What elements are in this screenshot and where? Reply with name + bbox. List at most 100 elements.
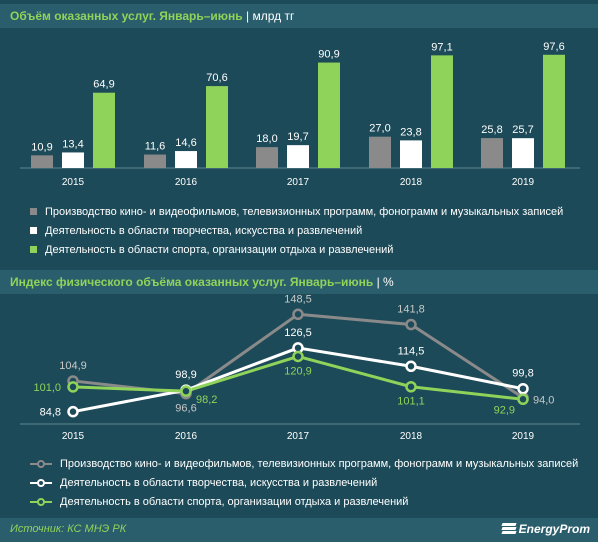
data-point	[405, 318, 417, 331]
data-point	[517, 382, 529, 395]
bar-value-label: 97,1	[431, 41, 452, 53]
bar-value-label: 90,9	[318, 49, 339, 61]
point-value-label: 98,2	[196, 394, 217, 406]
bar	[318, 62, 340, 168]
legend-swatch	[30, 246, 37, 253]
bar-value-label: 19,7	[287, 131, 308, 143]
bar	[93, 92, 115, 168]
point-value-label: 92,9	[494, 404, 515, 416]
legend-item: Деятельность в области спорта, организац…	[30, 492, 578, 511]
point-value-label: 98,9	[175, 369, 196, 381]
point-value-label: 84,8	[40, 407, 61, 419]
point-value-label: 101,0	[33, 382, 61, 394]
line-chart-legend: Производство кино- и видеофильмов, телев…	[30, 454, 578, 511]
bar	[144, 154, 166, 168]
x-tick-label: 2016	[175, 177, 198, 188]
x-tick-label: 2016	[175, 431, 198, 442]
x-tick-label: 2018	[400, 431, 423, 442]
bar	[431, 55, 453, 168]
point-value-label: 99,8	[512, 368, 533, 380]
bar-value-label: 23,8	[400, 126, 421, 138]
data-point	[517, 393, 529, 406]
footer: Источник: КС МНЭ РК EnergyProm	[0, 518, 598, 542]
bar	[175, 151, 197, 168]
title-separator: |	[376, 275, 384, 289]
data-point	[405, 380, 417, 393]
brand-logo: EnergyProm	[501, 522, 590, 536]
bar	[287, 145, 309, 168]
bar	[369, 136, 391, 168]
bar-chart: 10,9 13,4 64,9 2015 11,6 14,6 70,6 2016 18,0 19,7…	[20, 41, 580, 188]
x-tick-label: 2019	[512, 431, 535, 442]
bar-chart-legend: Производство кино- и видеофильмов, телев…	[30, 202, 563, 259]
x-tick-label: 2015	[62, 431, 85, 442]
legend-item: Деятельность в области творчества, искус…	[30, 221, 563, 240]
bar-value-label: 64,9	[93, 79, 114, 91]
data-point	[292, 308, 304, 321]
line-chart: 104,9 96,6 148,5 141,8 94,0 84,8 98,9 126,5 114,…	[20, 294, 580, 442]
bar	[543, 54, 565, 169]
legend-label: Деятельность в области спорта, организац…	[60, 495, 409, 508]
legend-swatch	[30, 459, 52, 469]
x-tick-label: 2015	[62, 177, 85, 188]
bar-value-label: 10,9	[31, 141, 52, 153]
point-value-label: 94,0	[533, 395, 554, 407]
point-value-label: 101,1	[397, 396, 425, 408]
bar-chart-title: Объём оказанных услуг. Январь–июнь	[10, 9, 243, 23]
legend-item: Деятельность в области спорта, организац…	[30, 240, 563, 259]
bar	[256, 147, 278, 168]
line-chart-title: Индекс физического объёма оказанных услу…	[10, 275, 374, 289]
x-tick-label: 2018	[400, 177, 423, 188]
legend-swatch	[30, 208, 37, 215]
legend-label: Производство кино- и видеофильмов, телев…	[60, 457, 579, 470]
point-value-label: 104,9	[59, 360, 87, 372]
bar-value-label: 27,0	[369, 123, 390, 135]
point-value-label: 114,5	[398, 345, 425, 357]
source-note: Источник: КС МНЭ РК	[10, 523, 127, 535]
bar-value-label: 97,6	[543, 41, 564, 53]
bar	[400, 140, 422, 168]
data-point	[405, 360, 417, 373]
bar-value-label: 13,4	[62, 138, 83, 150]
bar-value-label: 25,7	[512, 124, 533, 136]
data-point	[180, 385, 192, 397]
point-value-label: 96,6	[175, 403, 196, 415]
legend-swatch	[30, 478, 52, 488]
legend-swatch	[30, 227, 37, 234]
line-chart-title-bar: Индекс физического объёма оказанных услу…	[0, 270, 598, 294]
line-chart-unit: %	[383, 275, 394, 289]
series-line	[72, 354, 524, 401]
x-tick-label: 2019	[512, 177, 535, 188]
title-separator: |	[246, 9, 253, 23]
bar	[512, 138, 534, 168]
brand-name: EnergyProm	[518, 522, 590, 536]
bar	[206, 86, 228, 168]
data-point	[67, 381, 79, 393]
legend-label: Производство кино- и видеофильмов, телев…	[45, 205, 564, 218]
x-tick-label: 2017	[287, 431, 310, 442]
energyprom-logo-icon	[501, 523, 517, 535]
bar-value-label: 25,8	[481, 124, 502, 136]
bar	[31, 155, 53, 168]
legend-item: Производство кино- и видеофильмов, телев…	[30, 454, 578, 473]
legend-label: Деятельность в области спорта, организац…	[45, 243, 394, 256]
bar-value-label: 70,6	[206, 72, 227, 84]
legend-label: Деятельность в области творчества, искус…	[60, 476, 378, 489]
bar-value-label: 18,0	[256, 133, 277, 145]
x-tick-label: 2017	[287, 177, 310, 188]
bar-chart-unit: млрд тг	[252, 9, 295, 23]
legend-label: Деятельность в области творчества, искус…	[45, 224, 363, 237]
point-value-label: 126,5	[284, 327, 312, 339]
point-value-label: 148,5	[284, 294, 312, 305]
legend-swatch	[30, 497, 52, 507]
data-point	[292, 350, 304, 363]
bar-value-label: 11,6	[145, 141, 166, 153]
data-point	[67, 405, 79, 418]
bar	[481, 138, 503, 168]
point-value-label: 120,9	[284, 365, 312, 377]
bar	[62, 152, 84, 168]
point-value-label: 141,8	[397, 304, 425, 316]
bar-value-label: 14,6	[175, 137, 196, 149]
legend-item: Деятельность в области творчества, искус…	[30, 473, 578, 492]
legend-item: Производство кино- и видеофильмов, телев…	[30, 202, 563, 221]
